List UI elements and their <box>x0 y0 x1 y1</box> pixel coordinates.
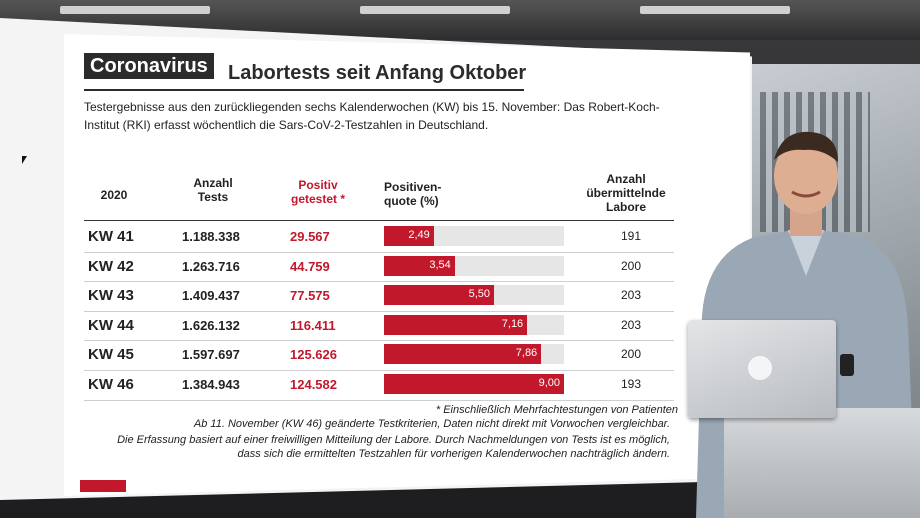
rate-bar-track: 2,49 <box>384 226 564 246</box>
topic-tag: Coronavirus <box>84 53 214 79</box>
row-week: KW 43 <box>88 287 134 305</box>
header-year: 2020 <box>100 188 128 202</box>
row-week: KW 41 <box>88 228 134 245</box>
row-week: KW 45 <box>88 346 134 364</box>
row-labs: 200 <box>620 258 642 273</box>
ceiling-light <box>60 6 210 14</box>
row-labs: 203 <box>620 317 642 332</box>
rate-bar-track: 3,54 <box>384 255 564 276</box>
row-tests: 1.409.437 <box>182 288 240 304</box>
rate-bar-label: 7,16 <box>501 317 524 330</box>
rate-bar-track: 9,00 <box>384 374 564 394</box>
intro-text: Testergebnisse aus den zurückliegenden s… <box>84 100 660 132</box>
rate-bar-label: 5,50 <box>468 288 490 301</box>
title-underline <box>84 89 524 91</box>
row-tests: 1.626.132 <box>182 317 240 333</box>
row-tests: 1.384.943 <box>182 377 240 392</box>
row-positive: 77.575 <box>290 288 330 304</box>
row-week: KW 46 <box>88 376 134 393</box>
rate-bar: 9,00 <box>384 374 564 394</box>
row-tests: 1.188.338 <box>182 229 240 244</box>
apple-logo-icon <box>748 356 772 380</box>
rate-bar-label: 3,54 <box>429 258 451 271</box>
ceiling-light <box>360 6 510 14</box>
rate-bar-track: 7,86 <box>384 344 564 365</box>
row-week: KW 44 <box>88 316 134 334</box>
row-positive: 124.582 <box>290 377 337 392</box>
row-positive: 29.567 <box>290 229 330 244</box>
row-divider <box>84 281 674 283</box>
header-positive: Positiv getestet * <box>290 178 346 206</box>
rate-bar: 3,54 <box>384 255 455 276</box>
rate-bar-track: 7,16 <box>384 314 564 335</box>
rate-bar-label: 9,00 <box>538 377 560 389</box>
rate-bar-track: 5,50 <box>384 285 564 306</box>
footnote-asterisk: * Einschließlich Mehrfachtestungen von P… <box>435 404 678 416</box>
ceiling-light <box>640 6 790 14</box>
row-labs: 193 <box>620 377 642 391</box>
rate-bar: 2,49 <box>384 226 434 246</box>
header-rate: Positiven-quote (%) <box>384 180 442 208</box>
mouse-cursor-icon <box>22 156 27 164</box>
header-labs: Anzahl übermittelnde Labore <box>586 172 666 214</box>
row-positive: 44.759 <box>290 258 330 274</box>
row-positive: 116.411 <box>290 317 336 333</box>
footnote-criteria-change: Ab 11. November (KW 46) geänderte Testkr… <box>193 418 670 430</box>
table-header-divider <box>84 220 674 221</box>
header-tests: Anzahl Tests <box>193 176 233 204</box>
row-labs: 200 <box>620 347 642 362</box>
rate-bar-label: 7,86 <box>515 347 538 360</box>
row-tests: 1.597.697 <box>182 347 240 363</box>
rate-bar-label: 2,49 <box>408 229 430 241</box>
footnote-data-basis: Die Erfassung basiert auf einer freiwill… <box>117 434 670 460</box>
row-labs: 203 <box>620 288 642 303</box>
rate-bar: 7,86 <box>384 344 542 365</box>
broadcaster-logo <box>80 480 126 492</box>
row-labs: 191 <box>620 229 642 243</box>
rate-bar: 7,16 <box>384 314 528 335</box>
row-divider <box>84 370 674 371</box>
row-positive: 125.626 <box>290 347 337 363</box>
row-divider <box>84 340 674 342</box>
presenter-desk <box>724 408 920 518</box>
row-divider <box>84 251 674 253</box>
row-divider <box>84 310 674 312</box>
table-bottom-divider <box>84 399 674 401</box>
row-tests: 1.263.716 <box>182 258 240 274</box>
row-week: KW 42 <box>88 257 134 275</box>
laptop <box>688 320 836 418</box>
page-title: Labortests seit Anfang Oktober <box>228 62 527 84</box>
rate-bar: 5,50 <box>384 285 494 306</box>
